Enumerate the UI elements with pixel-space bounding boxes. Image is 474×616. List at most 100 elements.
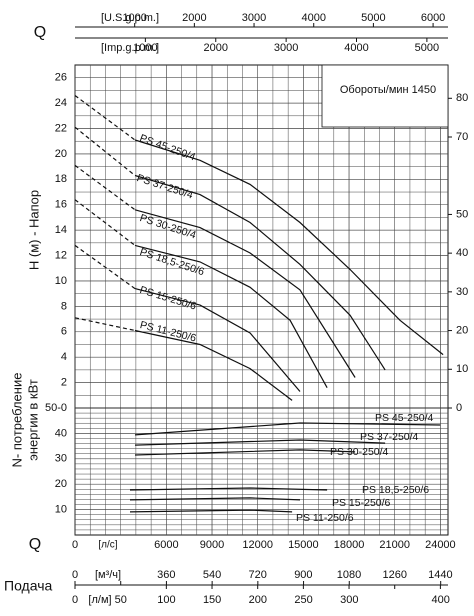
series-label: PS 45-250/4 <box>375 412 434 424</box>
y-axis-label: H (м) - Напор <box>26 190 41 270</box>
series-label: PS 30-250/4 <box>330 446 389 458</box>
x-tick-label: 12000 <box>242 539 273 551</box>
y-tick-label: 4 <box>61 351 67 363</box>
flow-axis-tick-label: 360 <box>157 569 175 581</box>
power-curve <box>134 422 441 436</box>
power-curve <box>129 509 293 513</box>
y-tick-label: 22 <box>55 122 67 134</box>
flow-axis-tick-label: 150 <box>203 594 221 606</box>
y2-tick-label: 20 <box>456 324 468 336</box>
y2-tick-label: 40 <box>456 247 468 259</box>
head-curve <box>134 139 444 356</box>
head-curve <box>134 244 328 388</box>
head-curve <box>134 174 386 371</box>
y-tick-label: 14 <box>55 224 67 236</box>
flow-axis-tick-label: 50 <box>115 594 127 606</box>
x-tick-label: 18000 <box>334 539 365 551</box>
flow-axis-tick-label: 3000 <box>274 42 298 54</box>
series-label: PS 15-250/6 <box>138 284 197 313</box>
x-tick-label: 6000 <box>154 539 178 551</box>
flow-axis-tick-label: 3000 <box>242 12 266 24</box>
x-tick-label: 9000 <box>200 539 224 551</box>
y2-tick-label: 0 <box>456 402 462 414</box>
flow-axis-tick-label: 1260 <box>382 569 406 581</box>
flow-axis-tick-label: 1080 <box>337 569 361 581</box>
x-tick-label: 15000 <box>288 539 319 551</box>
power-curve <box>129 497 301 501</box>
y-tick-label: 18 <box>55 173 67 185</box>
flow-axis-tick-label: 200 <box>249 594 267 606</box>
y-tick-label: 10 <box>55 275 67 287</box>
flow-axis-unit: [Imp.g.p.m.] <box>101 42 159 54</box>
flow-axis-tick-label: 250 <box>294 594 312 606</box>
power-tick-label: 50-0 <box>45 402 67 414</box>
y2-tick-label: 80 <box>456 92 468 104</box>
head-curve-extrapolated <box>74 199 136 246</box>
series-label: PS 15-250/6 <box>332 497 391 509</box>
y-tick-label: 8 <box>61 300 67 312</box>
power-axis-label: энергии в кВт <box>25 379 40 461</box>
x-tick-label: 21000 <box>379 539 410 551</box>
y2-tick-label: 50 <box>456 208 468 220</box>
head-curve-extrapolated <box>74 317 136 332</box>
series-label: PS 11-250/6 <box>296 512 354 524</box>
y-tick-label: 16 <box>55 199 67 211</box>
power-curve <box>134 449 356 456</box>
series-label: PS 37-250/4 <box>135 172 194 202</box>
y2-tick-label: 30 <box>456 286 468 298</box>
series-label: PS 18,5-250/6 <box>138 246 206 278</box>
head-curve <box>134 209 356 378</box>
y2-tick-label: 70 <box>456 131 468 143</box>
flow-axis-tick-label: 720 <box>249 569 267 581</box>
x-unit: [л/с] <box>98 540 117 551</box>
power-axis-label: N- потребление <box>9 373 24 468</box>
power-tick-label: 20 <box>55 478 67 490</box>
flow-axis-tick-label: 0 <box>72 594 78 606</box>
flow-axis-tick-label: 5000 <box>361 12 385 24</box>
series-label: PS 11-250/6 <box>139 319 198 345</box>
y2-tick-label: 10 <box>456 363 468 375</box>
power-tick-label: 10 <box>55 504 67 516</box>
flow-axis-tick-label: 100 <box>157 594 175 606</box>
series-label: PS 37-250/4 <box>360 431 419 443</box>
y-tick-label: 20 <box>55 148 67 160</box>
flow-axis-tick-label: 900 <box>294 569 312 581</box>
head-curve-extrapolated <box>74 244 136 290</box>
flow-axis-tick-label: 0 <box>72 569 78 581</box>
flow-axis-unit: [U.S.g.p.m.] <box>101 12 159 24</box>
flow-axis-tick-label: 1000 <box>122 12 146 24</box>
x-tick-label: 24000 <box>425 539 456 551</box>
y-tick-label: 6 <box>61 326 67 338</box>
y-tick-label: 26 <box>55 72 67 84</box>
flow-axis-tick-label: 1000 <box>133 42 157 54</box>
annotation: Обороты/мин 1450 <box>340 84 436 96</box>
flow-axis-tick-label: 4000 <box>344 42 368 54</box>
flow-axis-tick-label: 4000 <box>301 12 325 24</box>
flow-axis-unit: [м³/ч] <box>95 569 121 581</box>
flow-axis-tick-label: 5000 <box>415 42 439 54</box>
y-tick-label: 2 <box>61 376 67 388</box>
annotation-box <box>321 64 449 128</box>
x-tick-label: 0 <box>72 539 78 551</box>
flow-axis-unit: [л/м] <box>88 594 111 606</box>
flow-axis-tick-label: 2000 <box>182 12 206 24</box>
series-label: PS 18,5-250/6 <box>362 484 429 496</box>
flow-label: Подача <box>4 578 52 594</box>
series-label: PS 30-250/4 <box>138 212 197 242</box>
head-curve-extrapolated <box>74 95 136 141</box>
flow-axis-tick-label: 6000 <box>421 12 445 24</box>
y-tick-label: 24 <box>55 97 67 109</box>
flow-axis-tick-label: 540 <box>203 569 221 581</box>
flow-axis-tick-label: 1440 <box>428 569 452 581</box>
power-curve <box>134 439 386 446</box>
flow-axis-tick-label: 2000 <box>204 42 228 54</box>
series-label: PS 45-250/4 <box>138 132 197 163</box>
flow-axis-tick-label: 300 <box>340 594 358 606</box>
q-label: Q <box>34 24 46 41</box>
plot-frame <box>74 64 449 536</box>
head-curve-extrapolated <box>74 164 136 211</box>
power-tick-label: 30 <box>55 453 67 465</box>
head-curve <box>134 329 293 401</box>
power-tick-label: 40 <box>55 427 67 439</box>
